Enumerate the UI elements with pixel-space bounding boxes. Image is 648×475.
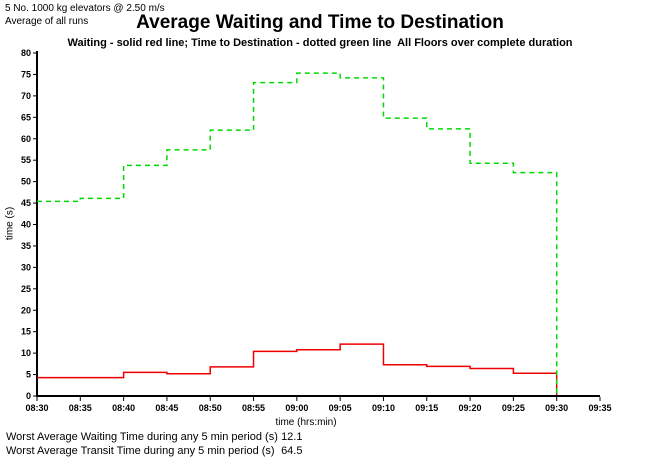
- x-tick-label: 08:55: [242, 403, 265, 413]
- y-tick-label: 15: [21, 327, 31, 337]
- worst-waiting-value: 12.1: [281, 431, 303, 443]
- x-tick-label: 09:15: [415, 403, 438, 413]
- y-tick-label: 50: [21, 177, 31, 187]
- x-tick-label: 08:45: [155, 403, 178, 413]
- y-tick-label: 10: [21, 348, 31, 358]
- summary-statistics: Worst Average Waiting Time during any 5 …: [6, 431, 302, 458]
- y-tick-label: 80: [21, 48, 31, 58]
- worst-waiting-label: Worst Average Waiting Time during any 5 …: [6, 431, 278, 443]
- chart-subtitle: Waiting - solid red line; Time to Destin…: [67, 37, 573, 49]
- y-tick-label: 35: [21, 241, 31, 251]
- x-tick-label: 09:25: [502, 403, 525, 413]
- x-tick-label: 09:35: [588, 403, 611, 413]
- x-tick-label: 08:50: [199, 403, 222, 413]
- y-tick-label: 30: [21, 262, 31, 272]
- y-tick-label: 25: [21, 284, 31, 294]
- y-tick-label: 20: [21, 305, 31, 315]
- x-tick-label: 09:10: [372, 403, 395, 413]
- annotation-line-2: Average of all runs: [5, 15, 89, 27]
- y-tick-label: 70: [21, 91, 31, 101]
- x-axis-title: time (hrs:min): [275, 417, 337, 428]
- series-waiting-line: [37, 343, 558, 395]
- x-tick-label: 09:20: [459, 403, 482, 413]
- x-tick-label: 08:40: [112, 403, 135, 413]
- worst-waiting-row: Worst Average Waiting Time during any 5 …: [6, 431, 302, 445]
- chart-title: Average Waiting and Time to Destination: [136, 12, 504, 33]
- y-tick-label: 55: [21, 155, 31, 165]
- series-time-to-destination-line: [37, 72, 558, 395]
- y-tick-label: 45: [21, 198, 31, 208]
- x-tick-label: 08:35: [69, 403, 92, 413]
- y-axis-title: time (s): [4, 206, 16, 241]
- y-tick-label: 0: [26, 391, 31, 401]
- run-annotation: 5 No. 1000 kg elevators @ 2.50 m/s Avera…: [5, 3, 165, 28]
- y-tick-label: 60: [21, 134, 31, 144]
- y-tick-label: 65: [21, 112, 31, 122]
- y-tick-label: 75: [21, 69, 31, 79]
- x-tick-label: 08:30: [25, 403, 48, 413]
- x-tick-label: 09:00: [285, 403, 308, 413]
- worst-transit-label: Worst Average Transit Time during any 5 …: [6, 444, 275, 457]
- x-tick-label: 09:05: [329, 403, 352, 413]
- annotation-line-1: 5 No. 1000 kg elevators @ 2.50 m/s: [5, 3, 165, 14]
- y-tick-label: 40: [21, 220, 31, 230]
- worst-transit-row: Worst Average Transit Time during any 5 …: [6, 445, 302, 459]
- worst-transit-value: 64.5: [281, 444, 303, 457]
- x-tick-label: 09:30: [545, 403, 568, 413]
- y-tick-label: 5: [26, 370, 31, 380]
